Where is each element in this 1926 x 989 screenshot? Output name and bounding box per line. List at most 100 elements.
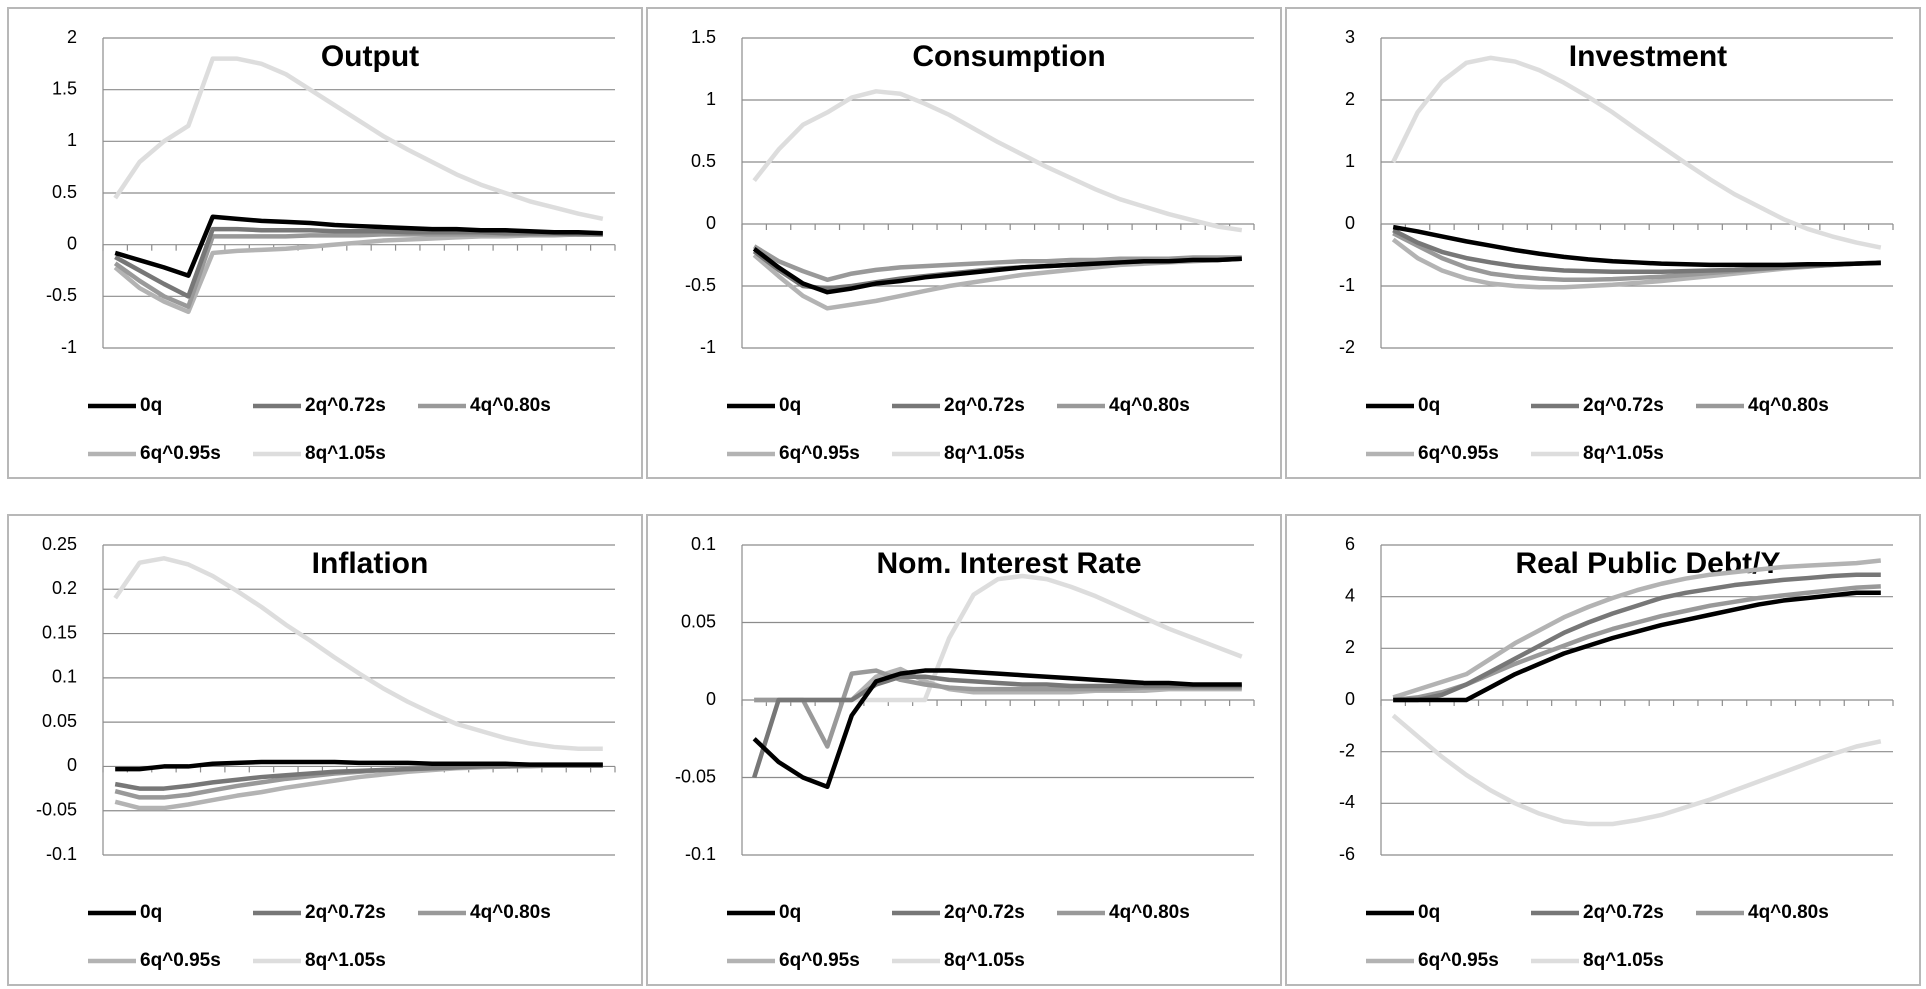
legend-label: 8q^1.05s — [305, 443, 386, 464]
legend-label: 6q^0.95s — [1418, 443, 1499, 464]
y-tick-label: 0.05 — [681, 611, 716, 631]
y-tick-label: 0 — [1345, 213, 1355, 233]
y-tick-label: 0.1 — [691, 534, 716, 554]
y-tick-label: -1 — [700, 337, 716, 357]
y-tick-label: 0.05 — [42, 711, 77, 731]
legend-label: 2q^0.72s — [305, 395, 386, 416]
y-tick-label: 1.5 — [52, 78, 77, 98]
chart-panel: -1 -0.5 0 0.5 1 1.5 Consumption 0q 2q^0.72s 4q^0.… — [646, 7, 1282, 479]
y-tick-label: -1 — [61, 337, 77, 357]
series-line — [1391, 713, 1882, 827]
series-line — [752, 668, 1242, 790]
series-line — [1393, 590, 1881, 703]
legend-label: 4q^0.80s — [1109, 902, 1190, 923]
chart-title: Output — [321, 40, 419, 73]
series-line — [113, 556, 603, 751]
y-tick-label: 3 — [1345, 27, 1355, 47]
panel-frame — [7, 7, 643, 479]
chart-title: Real Public Debt/Y — [1515, 547, 1780, 580]
series-line — [752, 674, 1242, 779]
y-tick-label: 0 — [706, 213, 716, 233]
y-tick-label: -0.5 — [685, 275, 716, 295]
y-tick-label: 0.25 — [42, 534, 77, 554]
y-tick-label: 0 — [67, 755, 77, 775]
chart-panel: -0.1 -0.05 0 0.05 0.1 0.15 0.2 0.25 Inflation 0q 2… — [7, 514, 643, 986]
panel-frame — [646, 514, 1282, 986]
y-tick-label: 2 — [1345, 637, 1355, 657]
legend-label: 6q^0.95s — [140, 950, 221, 971]
y-tick-label: -1 — [1339, 275, 1355, 295]
legend-label: 8q^1.05s — [1583, 443, 1664, 464]
series-line — [114, 226, 603, 299]
series-line — [1392, 558, 1882, 700]
legend-label: 4q^0.80s — [470, 902, 551, 923]
legend-label: 2q^0.72s — [1583, 902, 1664, 923]
legend-label: 4q^0.80s — [470, 395, 551, 416]
legend-label: 6q^0.95s — [779, 950, 860, 971]
series-line — [1391, 55, 1882, 250]
y-tick-label: -4 — [1339, 792, 1355, 812]
legend-label: 0q — [779, 902, 801, 923]
legend-label: 0q — [140, 902, 162, 923]
y-tick-label: 1.5 — [691, 27, 716, 47]
legend-label: 0q — [1418, 395, 1440, 416]
legend-label: 6q^0.95s — [1418, 950, 1499, 971]
chart-title: Nom. Interest Rate — [876, 547, 1141, 580]
panel-frame — [1285, 7, 1921, 479]
y-tick-label: 0.15 — [42, 622, 77, 642]
legend-label: 2q^0.72s — [305, 902, 386, 923]
chart-panel: -1 -0.5 0 0.5 1 1.5 2 Output 0q 2q^0.72s 4q^0.80s 6… — [7, 7, 643, 479]
series-line — [1392, 224, 1881, 268]
legend-label: 2q^0.72s — [944, 902, 1025, 923]
y-tick-label: 1 — [706, 89, 716, 109]
y-tick-label: 1 — [1345, 151, 1355, 171]
series-line — [115, 759, 603, 772]
y-tick-label: -0.05 — [675, 766, 716, 786]
y-tick-label: 2 — [67, 27, 77, 47]
series-line — [752, 247, 1242, 295]
y-tick-label: 1 — [67, 130, 77, 150]
y-tick-label: -2 — [1339, 740, 1355, 760]
chart-title: Consumption — [912, 40, 1105, 73]
legend-label: 4q^0.80s — [1109, 395, 1190, 416]
y-tick-label: -0.1 — [685, 844, 716, 864]
series-line — [1393, 572, 1881, 703]
y-tick-label: 0.2 — [52, 578, 77, 598]
y-tick-label: -0.05 — [36, 799, 77, 819]
legend-label: 6q^0.95s — [140, 443, 221, 464]
y-tick-label: 0.5 — [691, 151, 716, 171]
y-tick-label: 0 — [706, 689, 716, 709]
legend-label: 0q — [140, 395, 162, 416]
y-tick-label: -0.5 — [46, 285, 77, 305]
y-tick-label: -6 — [1339, 844, 1355, 864]
series-line — [113, 56, 604, 222]
y-tick-label: 6 — [1345, 534, 1355, 554]
legend-label: 8q^1.05s — [1583, 950, 1664, 971]
panel-frame — [7, 514, 643, 986]
chart-panel: -6 -4 -2 0 2 4 6 Real Public Debt/Y 0q 2q^0.72s 4q… — [1285, 514, 1921, 986]
panel-frame — [646, 7, 1282, 479]
y-tick-label: -0.1 — [46, 844, 77, 864]
legend-label: 0q — [779, 395, 801, 416]
y-tick-label: -2 — [1339, 337, 1355, 357]
y-tick-label: 0.1 — [52, 667, 77, 687]
series-line — [753, 244, 1242, 283]
y-tick-label: 4 — [1345, 585, 1355, 605]
y-tick-label: 0 — [1345, 689, 1355, 709]
chart-panel: -2 -1 0 1 2 3 Investment 0q 2q^0.72s 4q^0.80s 6q^0… — [1285, 7, 1921, 479]
legend-label: 8q^1.05s — [944, 443, 1025, 464]
y-tick-label: 0 — [67, 233, 77, 253]
series-line — [752, 89, 1243, 233]
legend-label: 4q^0.80s — [1748, 902, 1829, 923]
legend-label: 8q^1.05s — [944, 950, 1025, 971]
series-line — [114, 214, 603, 278]
chart-title: Inflation — [312, 547, 429, 580]
legend-label: 2q^0.72s — [1583, 395, 1664, 416]
legend-label: 4q^0.80s — [1748, 395, 1829, 416]
y-tick-label: 0.5 — [52, 182, 77, 202]
legend-label: 2q^0.72s — [944, 395, 1025, 416]
chart-title: Investment — [1569, 40, 1727, 73]
y-tick-label: 2 — [1345, 89, 1355, 109]
